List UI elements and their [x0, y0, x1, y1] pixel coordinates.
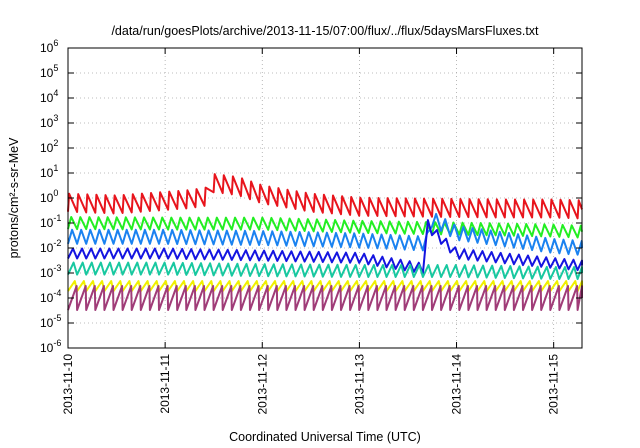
- y-tick-label: 10-1: [40, 213, 61, 230]
- x-tick-label: 2013-11-15: [547, 354, 561, 415]
- y-tick-label: 10-4: [40, 288, 61, 305]
- chart-title: /data/run/goesPlots/archive/2013-11-15/0…: [111, 24, 539, 38]
- x-tick-label: 2013-11-11: [158, 354, 172, 414]
- y-tick-label: 10-6: [40, 338, 61, 355]
- series-line: [67, 280, 583, 293]
- y-tick-label: 104: [40, 88, 58, 105]
- y-axis-ticks: 10-6 10-5 10-4 10-3 10-2 10-1 100 101 102 103 104 1…: [40, 38, 582, 355]
- x-tick-label: 2013-11-14: [450, 354, 464, 415]
- x-tick-label: 2013-11-13: [352, 354, 366, 415]
- y-tick-label: 100: [40, 188, 58, 205]
- y-tick-label: 106: [40, 38, 58, 55]
- x-tick-label: 2013-11-12: [255, 354, 269, 415]
- series-line: [67, 173, 583, 220]
- y-tick-label: 102: [40, 138, 58, 155]
- y-tick-label: 10-5: [40, 313, 61, 330]
- y-tick-label: 103: [40, 113, 58, 130]
- series-group: [67, 173, 583, 311]
- y-tick-label: 10-3: [40, 263, 61, 280]
- series-line: [67, 219, 583, 275]
- series-line: [67, 261, 583, 280]
- y-tick-label: 105: [40, 63, 58, 80]
- y-tick-label: 10-2: [40, 238, 61, 255]
- x-tick-label: 2013-11-10: [61, 354, 75, 415]
- y-tick-label: 101: [40, 163, 58, 180]
- series-line: [67, 212, 583, 256]
- y-axis-label: protons/cm²-s-sr-MeV: [7, 137, 21, 259]
- x-axis-ticks: 2013-11-10 2013-11-11 2013-11-12 2013-11-13…: [61, 48, 561, 415]
- series-line: [67, 216, 583, 239]
- x-axis-label: Coordinated Universal Time (UTC): [229, 430, 421, 444]
- series-line: [67, 285, 583, 311]
